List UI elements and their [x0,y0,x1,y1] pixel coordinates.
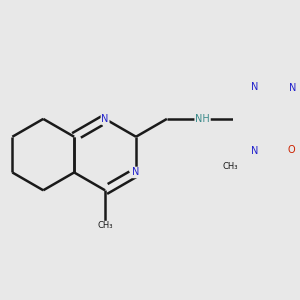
Text: N: N [289,83,297,93]
Text: N: N [251,146,259,155]
Text: CH₃: CH₃ [97,221,113,230]
Text: CH₃: CH₃ [223,162,238,171]
Text: NH: NH [195,114,210,124]
Text: N: N [132,167,140,178]
Text: N: N [101,114,109,124]
Text: O: O [288,145,296,155]
Text: N: N [251,82,259,92]
